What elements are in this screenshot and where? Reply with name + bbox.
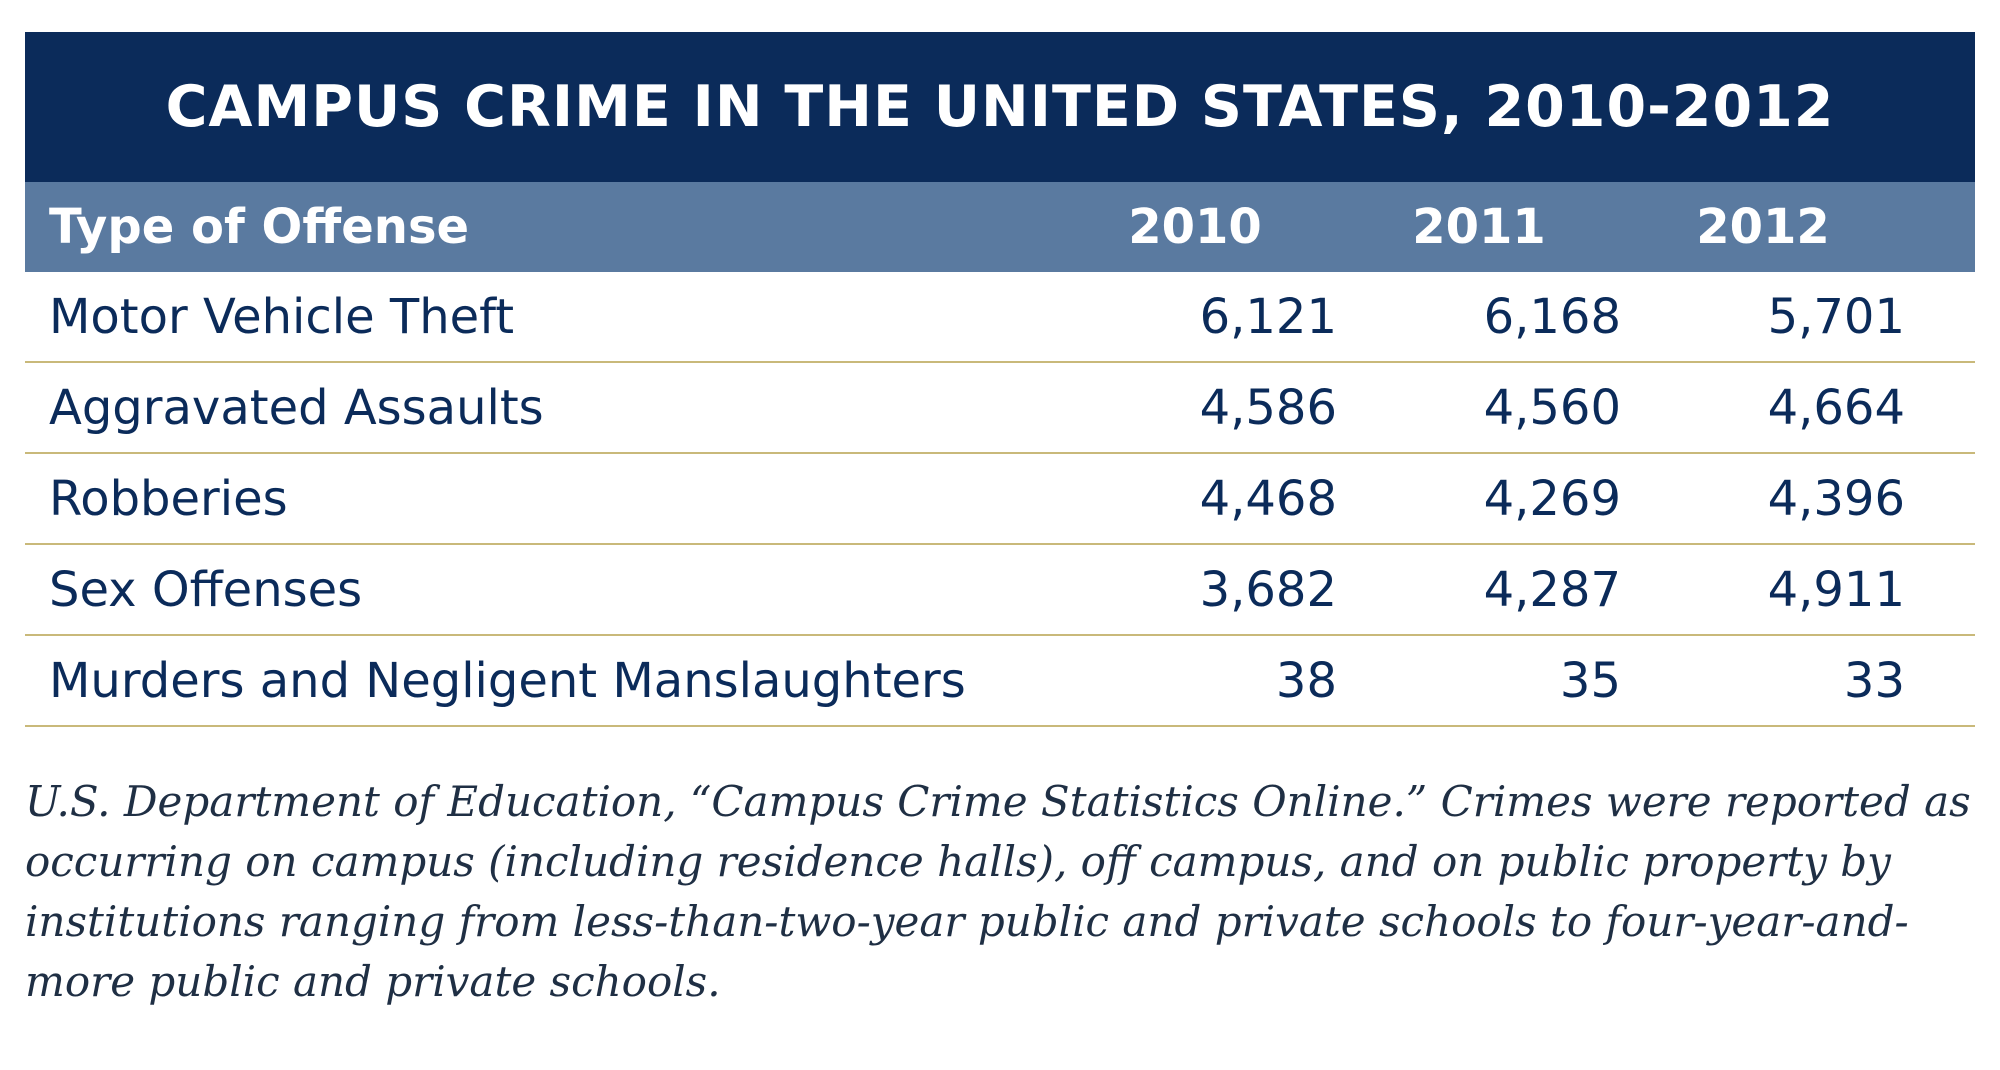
row-label: Motor Vehicle Theft — [49, 288, 515, 345]
table-title-bar: CAMPUS CRIME IN THE UNITED STATES, 2010-… — [25, 32, 1975, 182]
row-value-2011: 35 — [1559, 652, 1621, 709]
header-offense: Type of Offense — [49, 199, 470, 255]
table-title: CAMPUS CRIME IN THE UNITED STATES, 2010-… — [165, 74, 1835, 140]
header-2010: 2010 — [1128, 199, 1262, 255]
table-row: Motor Vehicle Theft 6,121 6,168 5,701 — [25, 272, 1975, 363]
row-label: Robberies — [49, 470, 288, 527]
row-value-2010: 6,121 — [1199, 288, 1337, 345]
crime-table: CAMPUS CRIME IN THE UNITED STATES, 2010-… — [25, 32, 1975, 727]
row-label: Murders and Negligent Manslaughters — [49, 652, 966, 709]
row-value-2010: 4,468 — [1199, 470, 1337, 527]
row-value-2011: 4,287 — [1483, 561, 1621, 618]
table-row: Sex Offenses 3,682 4,287 4,911 — [25, 545, 1975, 636]
row-value-2011: 6,168 — [1483, 288, 1621, 345]
table-row: Aggravated Assaults 4,586 4,560 4,664 — [25, 363, 1975, 454]
row-label: Sex Offenses — [49, 561, 363, 618]
table-header-row: Type of Offense 2010 2011 2012 — [25, 182, 1975, 272]
row-value-2010: 3,682 — [1199, 561, 1337, 618]
source-note: U.S. Department of Education, “Campus Cr… — [25, 777, 1971, 1006]
row-value-2012: 4,911 — [1767, 561, 1905, 618]
table-row: Murders and Negligent Manslaughters 38 3… — [25, 636, 1975, 727]
row-value-2011: 4,560 — [1483, 379, 1621, 436]
header-2011: 2011 — [1412, 199, 1546, 255]
row-label: Aggravated Assaults — [49, 379, 544, 436]
row-value-2012: 33 — [1843, 652, 1905, 709]
table-row: Robberies 4,468 4,269 4,396 — [25, 454, 1975, 545]
row-value-2012: 4,664 — [1767, 379, 1905, 436]
row-value-2010: 38 — [1275, 652, 1337, 709]
row-value-2010: 4,586 — [1199, 379, 1337, 436]
row-value-2012: 5,701 — [1767, 288, 1905, 345]
row-value-2011: 4,269 — [1483, 470, 1621, 527]
header-2012: 2012 — [1696, 199, 1830, 255]
row-value-2012: 4,396 — [1767, 470, 1905, 527]
